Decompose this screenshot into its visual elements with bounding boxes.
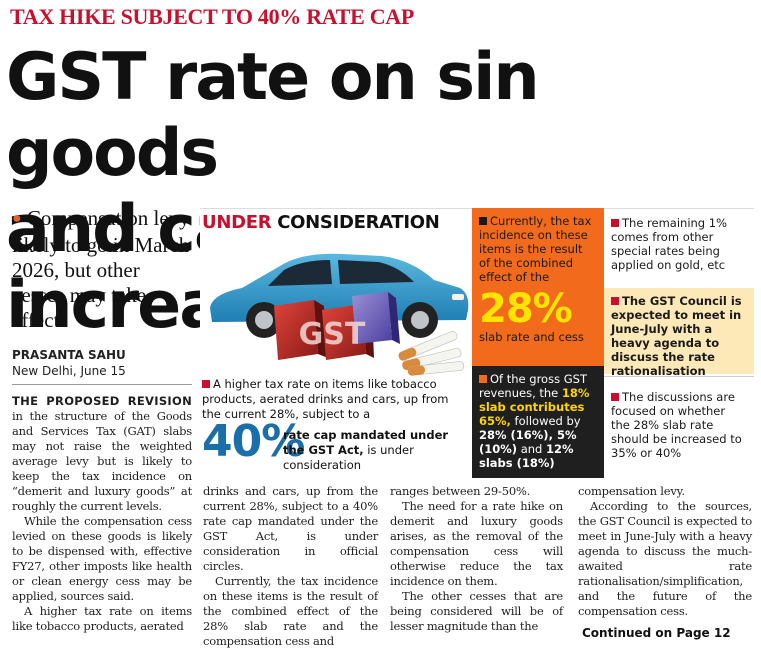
- orange-panel: Currently, the tax incidence on these it…: [472, 208, 604, 366]
- gst-blocks: GST: [274, 292, 400, 360]
- dark-panel: Of the gross GST revenues, the 18% slab …: [472, 366, 604, 478]
- paragraph: While the compensation cess levied on th…: [12, 514, 192, 603]
- car-icon: GST: [210, 253, 469, 376]
- svg-text:GST: GST: [299, 317, 366, 352]
- kicker: TAX HIKE SUBJECT TO 40% RATE CAP: [10, 4, 415, 29]
- paragraph: ranges between 29-50%.: [390, 484, 531, 498]
- square-bullet-icon: [479, 375, 487, 383]
- body-column-4: compensation levy. According to the sour…: [578, 484, 752, 619]
- body-column-2: drinks and cars, up from the current 28%…: [203, 484, 378, 649]
- big-number-40: 40%: [202, 416, 305, 467]
- graphic-caption-40: rate cap mandated under the GST Act, is …: [283, 428, 449, 472]
- big-number-28: 28%: [479, 286, 573, 332]
- graphic-title: UNDER CONSIDERATION: [202, 212, 440, 233]
- byline: PRASANTA SAHU: [12, 348, 126, 362]
- square-bullet-icon: [202, 380, 210, 388]
- divider: [604, 376, 754, 377]
- paragraph: compensation levy.: [578, 484, 685, 498]
- paragraph: The need for a rate hike on demerit and …: [390, 499, 563, 588]
- square-bullet-icon: [611, 297, 619, 305]
- square-bullet-icon: [611, 393, 619, 401]
- square-bullet-icon: [479, 217, 487, 225]
- graphic-caption-left: A higher tax rate on items like tobacco …: [202, 377, 449, 421]
- right-panel-1: The remaining 1% comes from other specia…: [604, 210, 754, 288]
- paragraph: Currently, the tax incidence on these it…: [203, 574, 378, 648]
- square-bullet-icon: [611, 219, 619, 227]
- right-panel-2: The GST Council is expected to meet in J…: [604, 288, 754, 378]
- deck: ● Compensation levy likely to go in Marc…: [12, 206, 192, 333]
- cigarettes-icon: [398, 331, 465, 376]
- paragraph: drinks and cars, up from the current 28%…: [203, 484, 378, 573]
- paragraph: THE PROPOSED REVISION in the structure o…: [12, 394, 192, 513]
- headline-line-1: GST rate on sin goods: [6, 40, 540, 191]
- bullet-icon: ●: [12, 210, 22, 227]
- continued-link[interactable]: Continued on Page 12: [582, 626, 731, 640]
- orange-tail: slab rate and cess: [479, 330, 584, 344]
- divider: [12, 384, 192, 385]
- body-column-1: THE PROPOSED REVISION in the structure o…: [12, 394, 192, 634]
- deck-text: Compensation levy likely to go in March …: [12, 206, 190, 332]
- paragraph: The other cesses that are being consider…: [390, 589, 563, 633]
- lead-in: THE PROPOSED REVISION: [12, 394, 192, 408]
- dateline: New Delhi, June 15: [12, 364, 126, 378]
- car-illustration: GST: [202, 236, 472, 376]
- body-column-3: ranges between 29-50%. The need for a ra…: [390, 484, 563, 634]
- paragraph: A higher tax rate on items like tobacco …: [12, 604, 192, 633]
- paragraph: According to the sources, the GST Counci…: [578, 499, 752, 618]
- right-panel-3: The discussions are focused on whether t…: [604, 384, 754, 464]
